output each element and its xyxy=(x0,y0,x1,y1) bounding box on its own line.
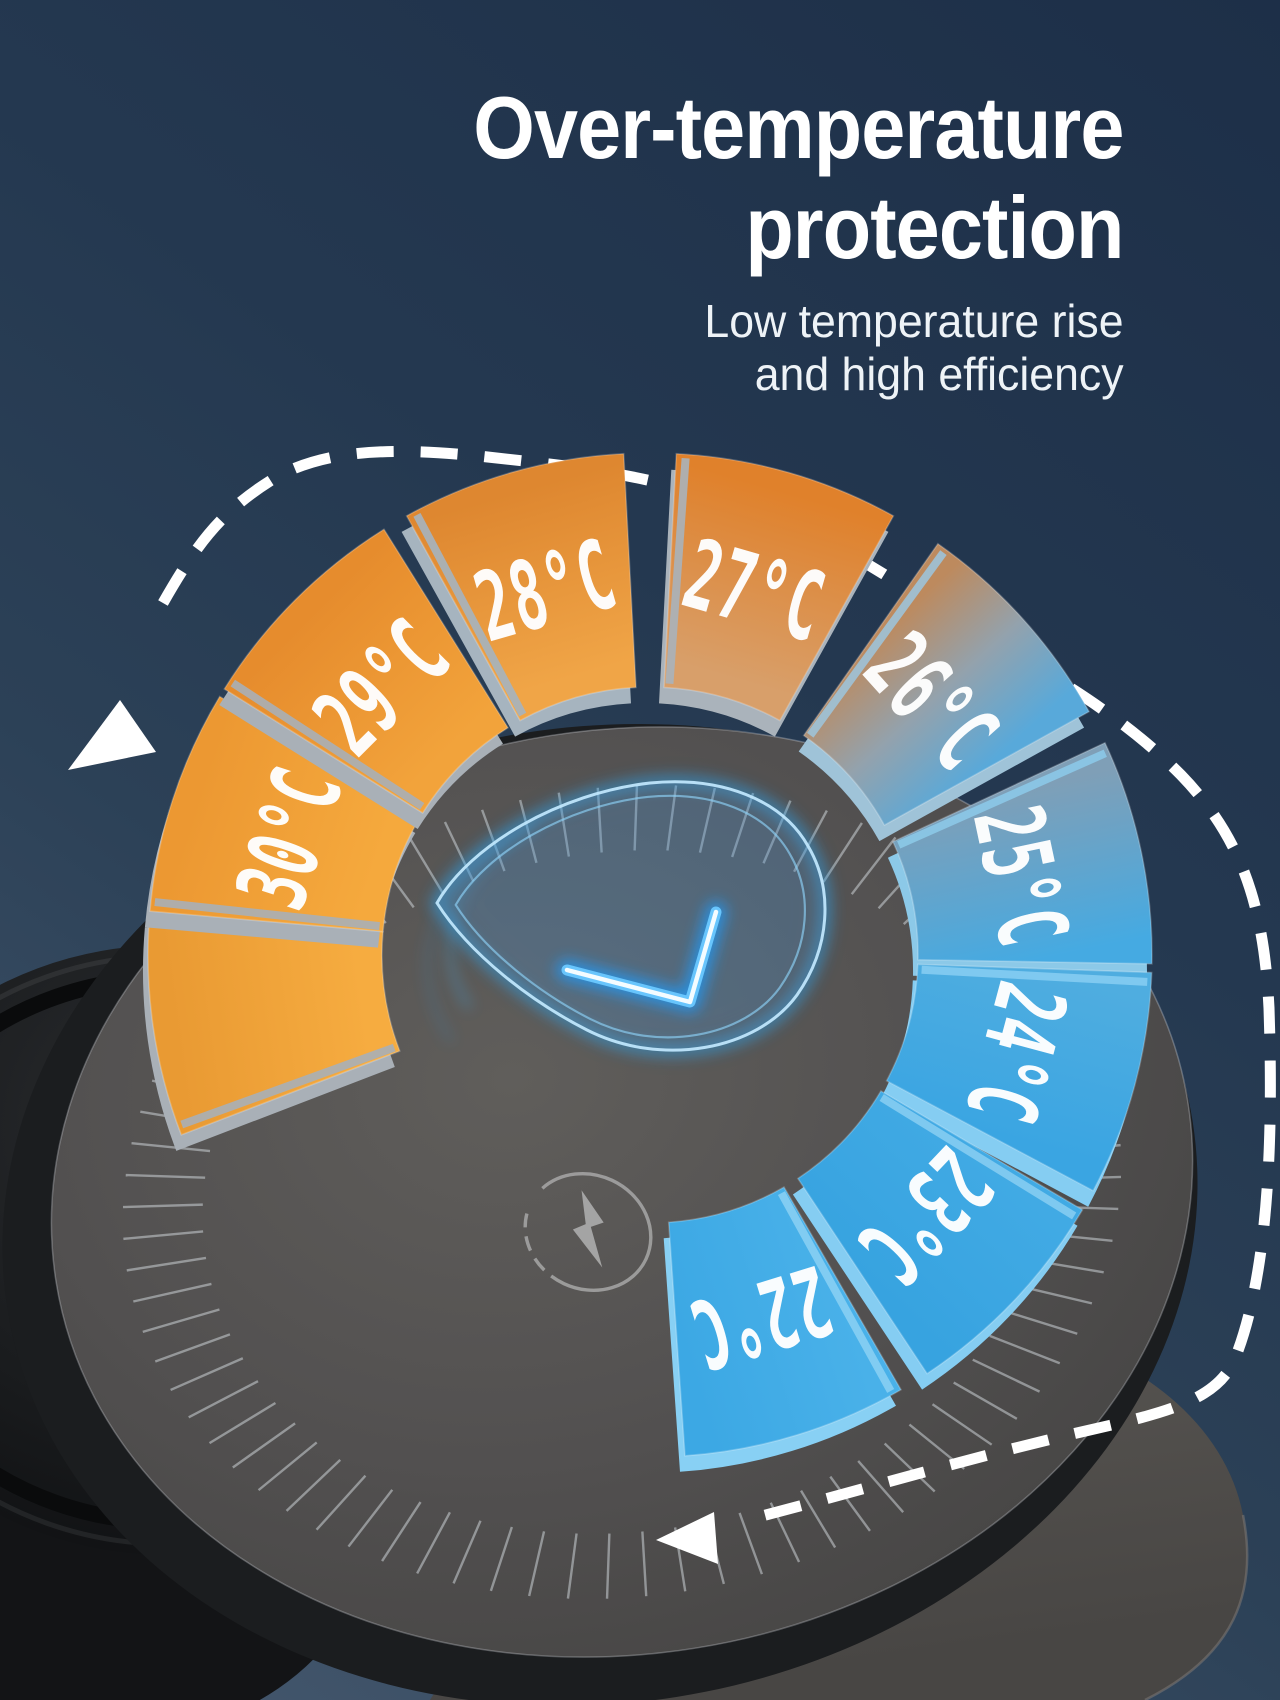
temperature-dial: 30°C29°C28°C 27°C26°C25°C24°C23°C22°C xyxy=(142,452,1153,1472)
dial-segment-22c: 22°C xyxy=(663,1186,903,1472)
rotation-arrow-bottom xyxy=(656,1512,718,1564)
dial-segment-blank xyxy=(142,910,401,1151)
dial-segment-24c: 24°C xyxy=(881,963,1153,1207)
phone-edge-highlight xyxy=(1144,1514,1249,1700)
page-title-line2: protection xyxy=(745,178,1125,278)
dial-segment-30c: 30°C xyxy=(144,695,422,948)
page-subtitle-line2: and high efficiency xyxy=(755,348,1124,401)
dial-segment-26c: 26°C xyxy=(798,542,1091,842)
check-mark xyxy=(556,901,727,1013)
page-subtitle-line1: Low temperature rise xyxy=(704,294,1124,347)
dial-segment-28c: 28°C xyxy=(401,452,637,737)
rotation-dashed-arc xyxy=(158,446,1276,1526)
dial-segment-29c: 29°C xyxy=(219,528,510,829)
shield-check-icon xyxy=(429,775,831,1057)
page-title-line1: Over-temperature xyxy=(473,78,1125,177)
lightning-icon xyxy=(572,1190,604,1268)
page-subtitle: Low temperature rise and high efficiency xyxy=(423,295,1124,403)
header: Over-temperature protection Low temperat… xyxy=(401,78,1125,403)
dial-segment-23c: 23°C xyxy=(792,1089,1084,1390)
rotation-arrow-top-left xyxy=(68,700,156,770)
charging-indicator xyxy=(523,1171,653,1293)
dial-segment-25c: 25°C xyxy=(887,741,1153,980)
dial-segment-27c: 27°C xyxy=(659,452,895,737)
page-title: Over-temperature protection xyxy=(473,78,1125,279)
